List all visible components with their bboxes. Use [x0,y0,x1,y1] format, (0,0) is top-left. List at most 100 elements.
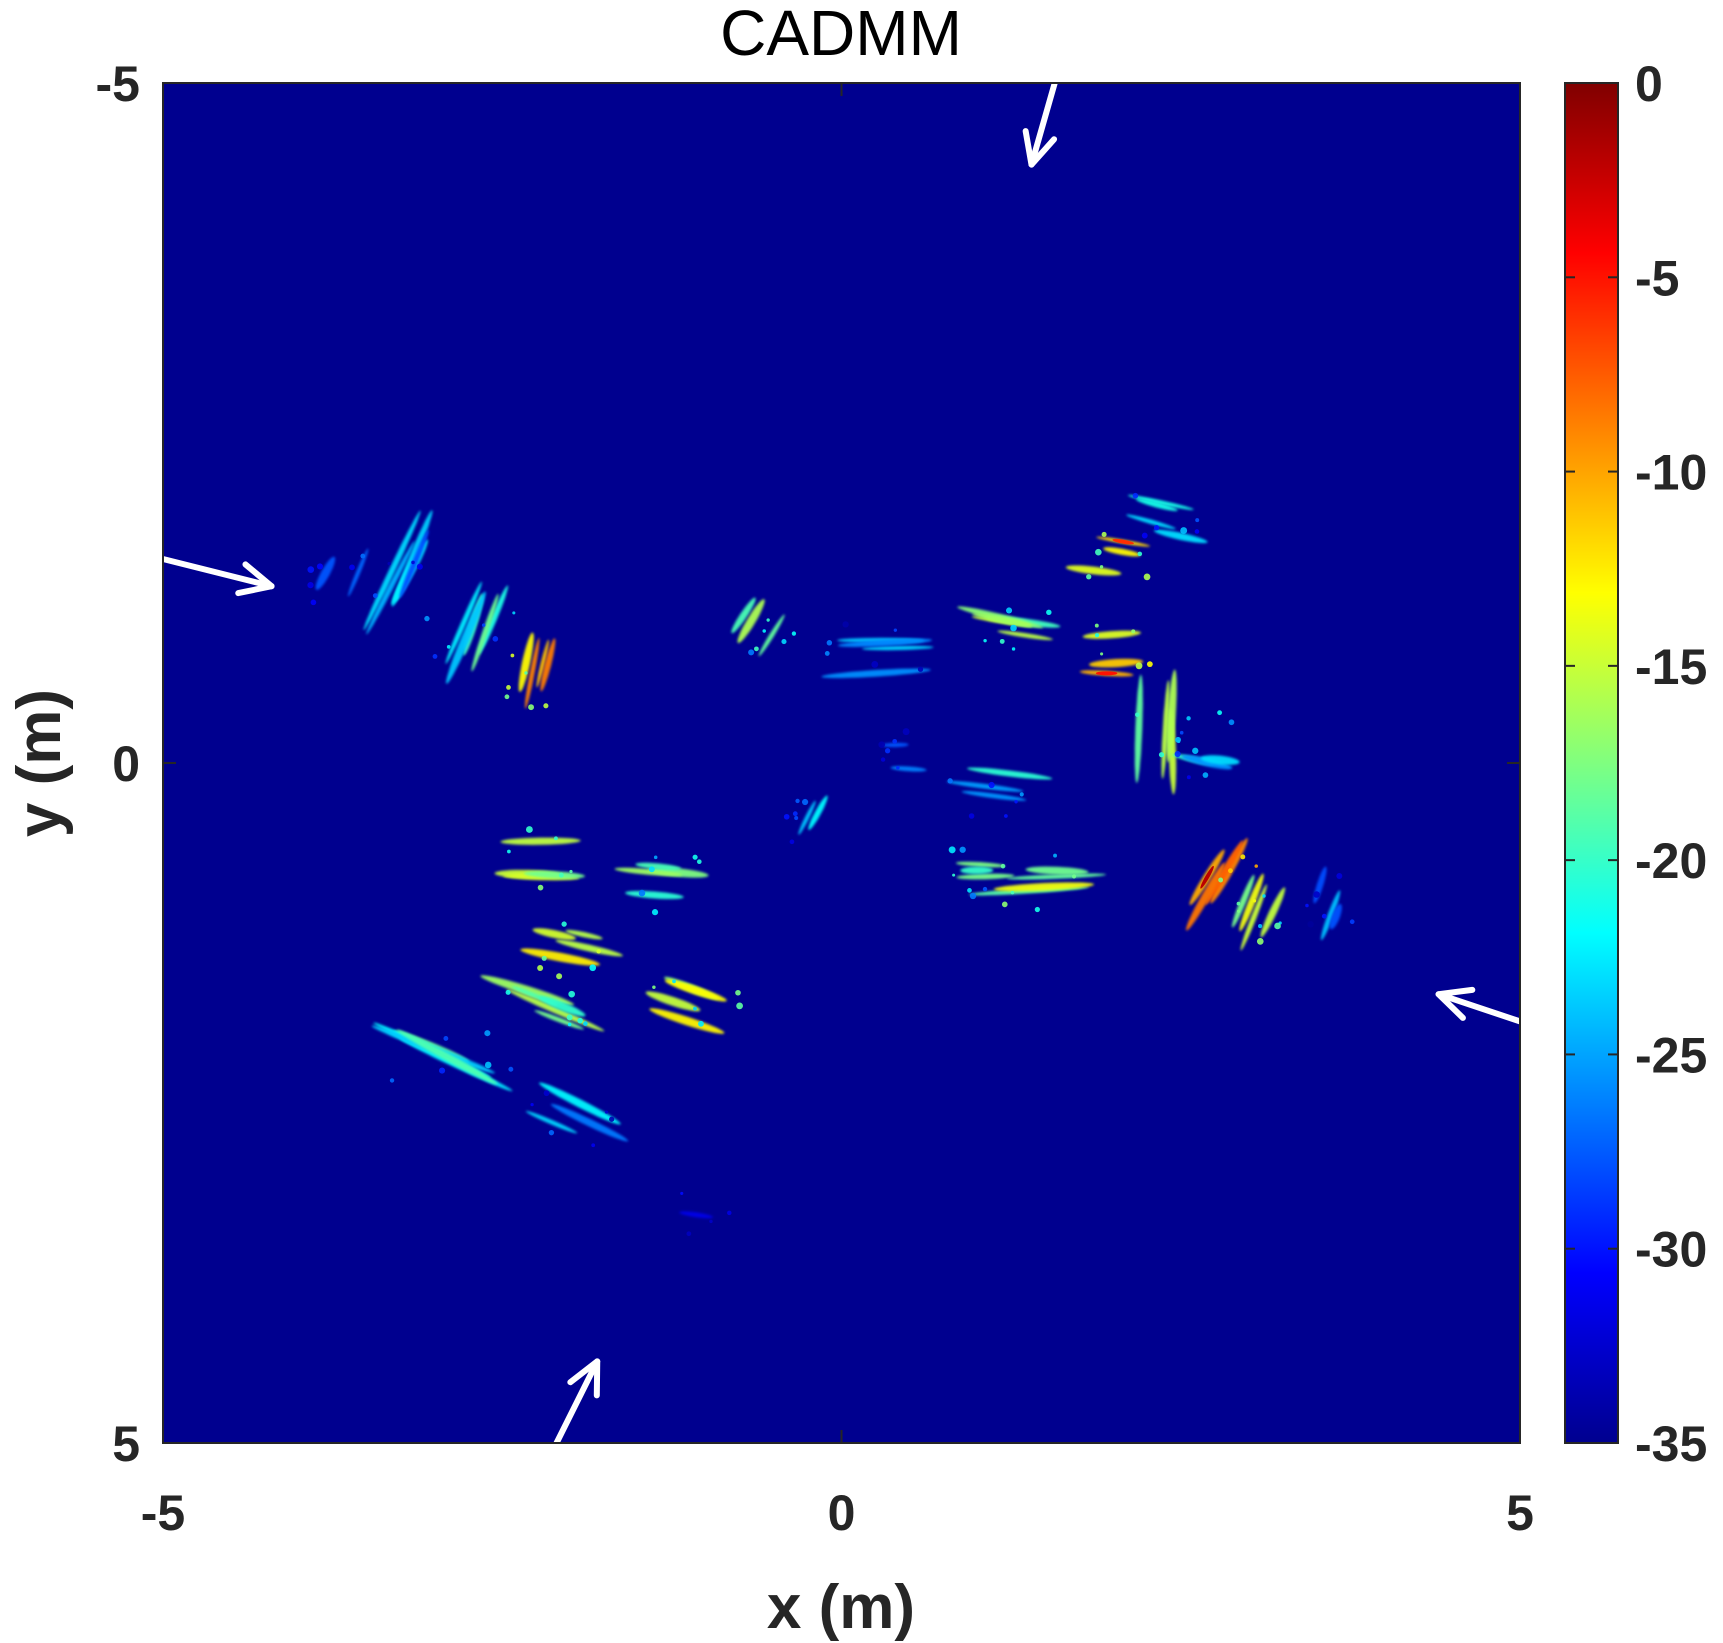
heatmap-streak [524,637,540,709]
heatmap-speckle [880,757,886,762]
heatmap-speckle [1158,752,1165,758]
heatmap-streak [565,929,603,940]
heatmap-speckle [1086,574,1092,580]
heatmap-streak [967,767,1053,780]
heatmap-speckle [366,605,370,609]
heatmap-speckle [982,886,988,892]
y-tick-label: -5 [96,56,140,112]
heatmap-streak [1025,866,1089,875]
heatmap-streak [997,630,1053,641]
heatmap-speckle [791,631,797,636]
heatmap-speckle [1217,710,1223,716]
heatmap-speckle [884,748,891,754]
heatmap-speckle [1095,548,1102,556]
heatmap-streak [1089,658,1144,668]
heatmap-speckle [558,872,564,878]
heatmap-speckle [1014,800,1018,804]
heatmap-streak [500,837,581,845]
colorbar-ticks: 0 -5 -10 -15 -20 -25 -30 -35 [1565,56,1707,1472]
heatmap-streak [1231,874,1255,928]
heatmap-streak [737,599,765,644]
heatmap-streak [1329,903,1342,930]
heatmap-speckle [692,854,698,860]
heatmap-speckle [1001,901,1008,908]
heatmap-streak [1240,884,1267,951]
heatmap-speckle [589,964,597,972]
colorbar-tick-label: -25 [1635,1027,1707,1083]
heatmap-speckle [316,563,324,570]
annotation-arrows [160,66,1523,1446]
heatmap-speckle [680,1191,684,1196]
x-tick-label: -5 [141,1485,185,1541]
y-tick-label: 0 [112,736,140,792]
x-axis-label: x (m) [767,1573,915,1642]
heatmap-speckle [1034,906,1040,913]
heatmap-speckle [1307,921,1314,928]
heatmap-speckle [566,1014,573,1021]
heatmap-streak [536,639,549,688]
heatmap-speckle [766,618,770,622]
heatmap-streak [1127,494,1194,510]
heatmap-speckle [652,985,656,990]
heatmap-streak [538,996,586,1017]
heatmap-speckle [1100,652,1104,656]
heatmap-streak [1200,755,1240,766]
heatmap-speckle [698,1020,704,1027]
heatmap-speckle [537,884,544,891]
heatmap-speckle [824,651,830,656]
heatmap-speckle [554,836,558,841]
heatmap-speckle [548,1129,555,1136]
colorbar-tick-label: 0 [1635,56,1663,112]
heatmap-streak [861,645,934,651]
heatmap-streak [821,668,931,679]
heatmap-speckle [1186,775,1191,780]
heatmap-peak [1200,865,1214,889]
heatmap-speckle [1254,864,1258,868]
heatmap-speckle [893,628,898,632]
heatmap-streak [525,1111,578,1134]
heatmap-streak [1239,873,1264,932]
heatmap-speckle [583,1021,588,1026]
y-tick-labels: -5 0 5 [96,56,140,1472]
heatmap-speckle [504,694,510,700]
heatmap-streak [614,867,683,877]
heatmap-speckle [727,1210,732,1216]
heatmap-speckle [389,1078,395,1083]
heatmap-speckle [508,1066,514,1072]
heatmap-speckle [372,593,378,599]
heatmap-streak [520,948,601,966]
heatmap-speckle [1256,938,1264,945]
heatmap-peak [1112,538,1134,545]
heatmap-speckle [789,839,795,845]
heatmap-speckle [686,1231,692,1237]
heatmap-speckle [525,826,533,833]
heatmap-streak [1006,873,1107,880]
heatmap-speckle [484,1061,492,1069]
heatmap-streak [534,1010,584,1030]
colorbar-tick-label: -20 [1635,833,1707,889]
annotation-arrowhead [567,1358,601,1399]
heatmap-speckle [1153,525,1160,531]
heatmap-speckle [794,816,799,821]
heatmap-streak [679,1211,713,1219]
heatmap-streak [1185,862,1225,931]
heatmap-speckle [567,1022,572,1027]
heatmap-speckle [307,581,314,589]
annotation-arrow [1435,991,1523,1025]
plot-tick-marks [162,82,1521,1444]
heatmap-speckle [1262,894,1266,898]
heatmap-speckle [543,703,549,709]
heatmap-speckle [1313,891,1320,898]
heatmap-speckle [524,671,528,675]
heatmap-speckle [651,909,659,916]
heatmap-speckle [801,798,809,806]
heatmap-speckle [424,615,430,622]
y-tick-label: 5 [112,1416,140,1472]
colorbar-tick-label: -10 [1635,445,1707,501]
heatmap-speckle [892,738,898,744]
heatmap-streak [1166,669,1177,763]
heatmap-speckle [1137,551,1143,557]
heatmap-streak [315,556,336,590]
heatmap-streak [446,591,486,684]
